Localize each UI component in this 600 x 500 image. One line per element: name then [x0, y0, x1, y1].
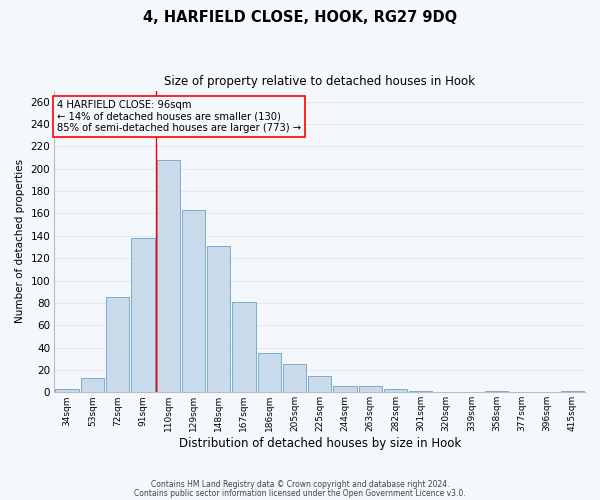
Text: Contains HM Land Registry data © Crown copyright and database right 2024.: Contains HM Land Registry data © Crown c…	[151, 480, 449, 489]
Bar	[485, 391, 508, 392]
Bar	[157, 160, 180, 392]
Title: Size of property relative to detached houses in Hook: Size of property relative to detached ho…	[164, 75, 475, 88]
Text: Contains public sector information licensed under the Open Government Licence v3: Contains public sector information licen…	[134, 488, 466, 498]
Bar	[55, 389, 79, 392]
Bar	[182, 210, 205, 392]
Bar	[283, 364, 306, 392]
Bar	[384, 389, 407, 392]
Bar	[561, 391, 584, 392]
Text: 4 HARFIELD CLOSE: 96sqm
← 14% of detached houses are smaller (130)
85% of semi-d: 4 HARFIELD CLOSE: 96sqm ← 14% of detache…	[57, 100, 301, 133]
Y-axis label: Number of detached properties: Number of detached properties	[15, 160, 25, 324]
Bar	[257, 353, 281, 393]
X-axis label: Distribution of detached houses by size in Hook: Distribution of detached houses by size …	[179, 437, 461, 450]
Bar	[409, 391, 433, 392]
Bar	[81, 378, 104, 392]
Bar	[106, 298, 129, 392]
Bar	[359, 386, 382, 392]
Bar	[131, 238, 155, 392]
Bar	[334, 386, 356, 392]
Text: 4, HARFIELD CLOSE, HOOK, RG27 9DQ: 4, HARFIELD CLOSE, HOOK, RG27 9DQ	[143, 10, 457, 25]
Bar	[207, 246, 230, 392]
Bar	[232, 302, 256, 392]
Bar	[308, 376, 331, 392]
